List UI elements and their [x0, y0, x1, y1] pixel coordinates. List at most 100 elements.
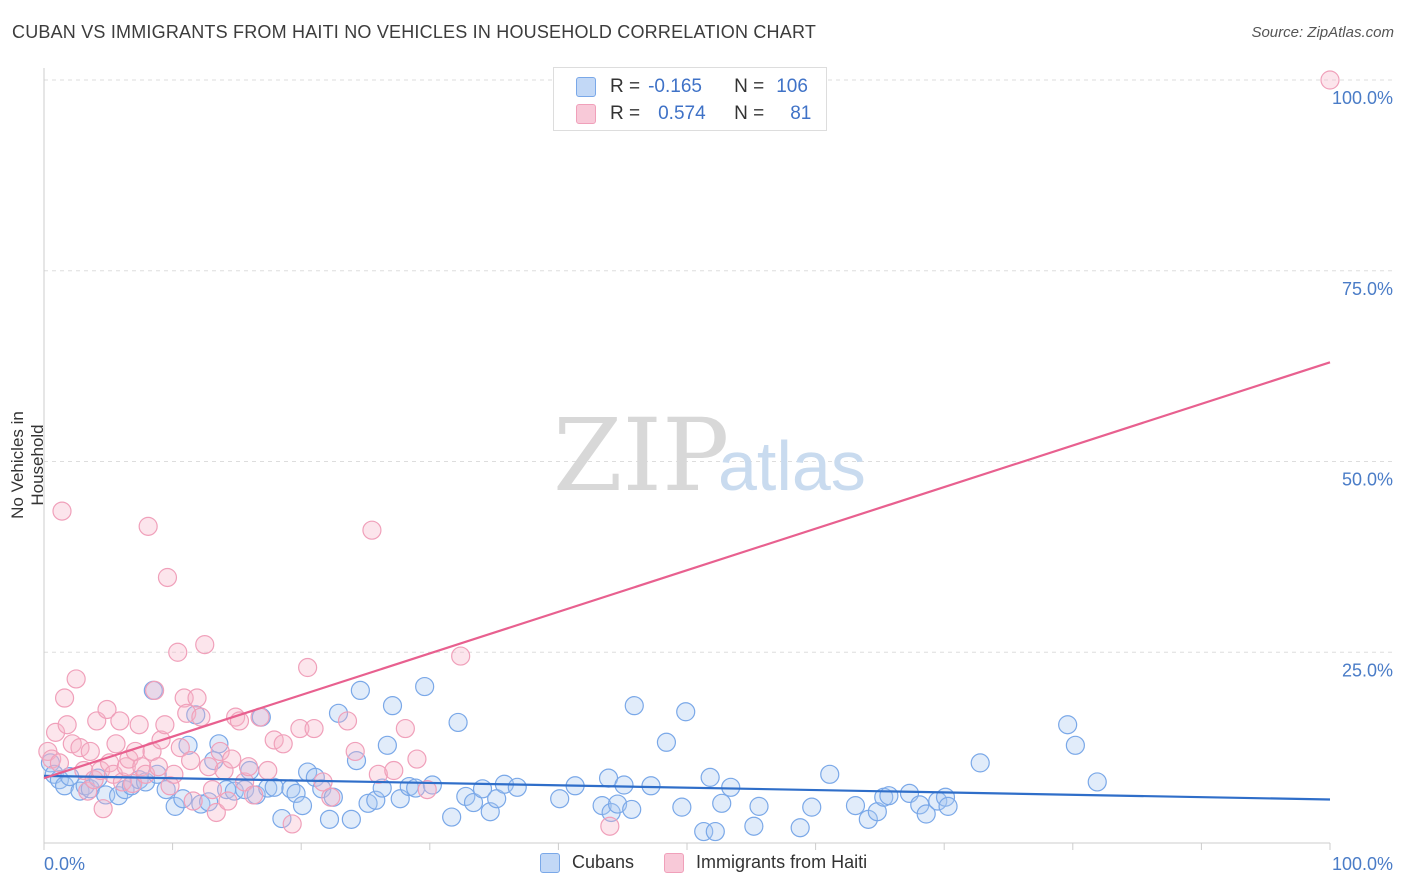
x-tick-label: 100.0% — [1332, 854, 1393, 874]
legend-label-cubans: Cubans — [572, 852, 635, 872]
point-haiti — [177, 703, 197, 723]
point-cubans — [712, 793, 732, 813]
y-tick-label: 25.0% — [1342, 660, 1393, 680]
point-cubans — [938, 796, 958, 816]
point-cubans — [1065, 735, 1085, 755]
point-cubans — [358, 793, 378, 813]
point-haiti — [298, 657, 318, 678]
point-haiti — [304, 718, 324, 739]
point-cubans — [676, 702, 696, 722]
point-haiti — [168, 642, 188, 662]
legend-item-cubans: Cubans — [540, 852, 634, 873]
point-cubans — [286, 783, 306, 804]
point-haiti — [54, 688, 75, 708]
point-haiti — [210, 741, 230, 762]
point-cubans — [694, 821, 714, 842]
point-haiti — [218, 791, 238, 811]
point-cubans — [199, 792, 219, 812]
point-haiti — [70, 738, 90, 758]
point-cubans — [705, 821, 725, 842]
x-tick-label: 0.0% — [44, 854, 85, 874]
point-haiti — [106, 734, 126, 754]
trend-lines — [43, 361, 1331, 801]
point-haiti — [600, 816, 620, 836]
y-tick-label: 75.0% — [1342, 279, 1393, 299]
point-haiti — [138, 516, 158, 536]
point-haiti — [78, 781, 98, 801]
trend-line-cubans — [43, 774, 1331, 801]
point-cubans — [456, 786, 476, 807]
point-haiti — [129, 715, 149, 735]
y-tick-label: 50.0% — [1342, 470, 1393, 490]
point-haiti — [202, 779, 223, 800]
point-cubans — [624, 696, 644, 716]
watermark-zip: ZIP — [553, 397, 729, 514]
point-cubans — [366, 790, 386, 810]
legend-n-label: N = — [734, 103, 765, 124]
legend-n-value: 106 — [776, 76, 808, 97]
point-haiti — [273, 734, 293, 754]
point-haiti — [148, 757, 169, 777]
point-cubans — [350, 680, 370, 701]
source-credit: Source: ZipAtlas.com — [1251, 24, 1394, 41]
point-cubans — [970, 753, 990, 773]
point-cubans — [178, 735, 198, 755]
trend-line-haiti — [43, 361, 1331, 780]
point-cubans — [191, 794, 211, 814]
point-haiti — [222, 749, 242, 769]
point-haiti — [97, 699, 117, 720]
point-haiti — [49, 753, 70, 773]
point-cubans — [749, 796, 769, 816]
point-haiti — [45, 722, 66, 742]
point-haiti — [52, 501, 72, 521]
point-haiti — [395, 718, 415, 739]
legend-swatch-cubans — [540, 852, 560, 873]
point-haiti — [321, 787, 341, 807]
point-cubans — [614, 775, 634, 795]
point-cubans — [377, 735, 397, 755]
point-haiti — [181, 750, 201, 771]
point-haiti — [57, 715, 77, 735]
point-haiti — [80, 741, 100, 762]
point-haiti — [407, 749, 427, 769]
legend-n-label: N = — [734, 76, 765, 97]
point-haiti — [66, 669, 86, 689]
point-cubans — [916, 804, 936, 824]
point-cubans — [790, 818, 810, 838]
point-haiti — [183, 791, 203, 811]
point-cubans — [507, 777, 527, 797]
y-tick-label: 100.0% — [1332, 88, 1393, 108]
point-haiti — [160, 776, 180, 796]
point-haiti — [116, 757, 136, 777]
watermark-atlas: atlas — [718, 427, 866, 505]
point-haiti — [451, 646, 471, 666]
point-cubans — [165, 796, 185, 816]
point-haiti — [258, 760, 278, 781]
point-cubans — [656, 732, 677, 752]
point-cubans — [845, 796, 866, 816]
point-cubans — [550, 789, 570, 809]
point-haiti — [362, 520, 382, 540]
point-haiti — [155, 715, 175, 735]
point-haiti — [187, 688, 207, 708]
point-haiti — [368, 764, 388, 784]
point-cubans — [463, 792, 484, 813]
legend-n-value: 81 — [790, 103, 812, 124]
legend-swatch-blue — [576, 77, 596, 97]
legend-row-haiti: R = 0.574 N = 81 — [576, 101, 811, 127]
legend-swatch-pink — [576, 104, 596, 124]
point-cubans — [1058, 715, 1078, 735]
point-cubans — [1087, 772, 1107, 792]
point-haiti — [170, 738, 190, 758]
point-haiti — [1320, 70, 1340, 90]
point-haiti — [93, 799, 113, 819]
point-cubans — [341, 809, 361, 829]
point-cubans — [448, 712, 468, 733]
point-haiti — [206, 802, 226, 823]
grid-lines — [44, 79, 1393, 653]
point-cubans — [272, 808, 292, 829]
legend-row-cubans: R = -0.165 N = 106 — [576, 74, 808, 100]
point-haiti — [199, 757, 219, 777]
point-haiti — [282, 814, 302, 834]
